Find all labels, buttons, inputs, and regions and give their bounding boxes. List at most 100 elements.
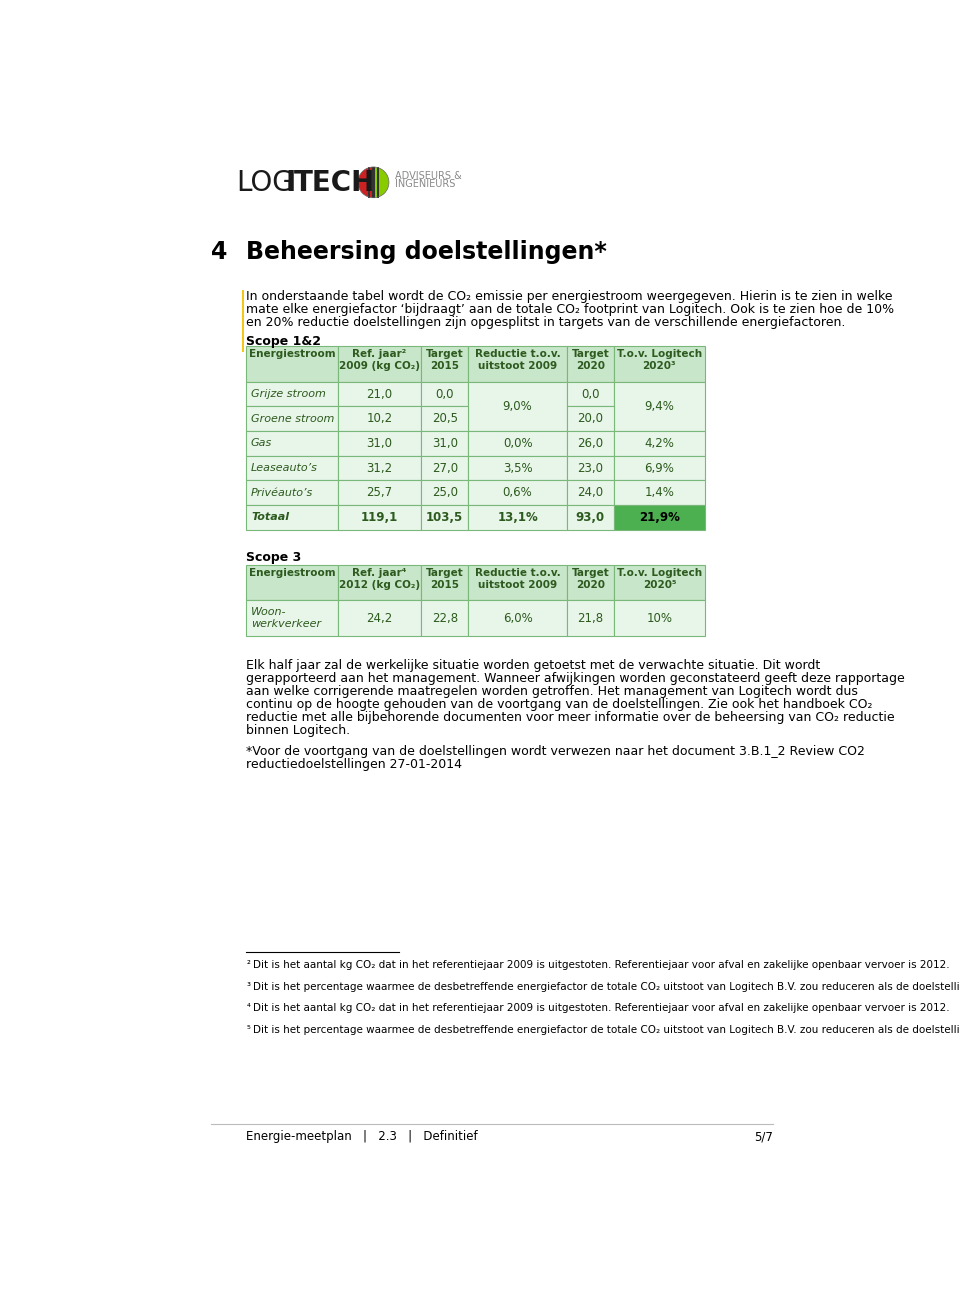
Text: 27,0: 27,0 xyxy=(432,461,458,474)
Bar xyxy=(247,480,338,505)
Bar xyxy=(567,346,613,382)
Text: continu op de hoogte gehouden van de voortgang van de doelstellingen. Zie ook he: continu op de hoogte gehouden van de voo… xyxy=(247,698,873,711)
Text: 6,9%: 6,9% xyxy=(644,461,674,474)
Bar xyxy=(421,431,468,456)
Text: T.o.v. Logitech
2020⁵: T.o.v. Logitech 2020⁵ xyxy=(617,569,702,589)
Text: Reductie t.o.v.
uitstoot 2009: Reductie t.o.v. uitstoot 2009 xyxy=(474,569,561,589)
Text: 24,2: 24,2 xyxy=(367,611,393,624)
Bar xyxy=(468,456,567,480)
Text: Privéauto’s: Privéauto’s xyxy=(251,488,313,497)
Text: 25,7: 25,7 xyxy=(367,486,393,499)
Text: INGENIEURS: INGENIEURS xyxy=(396,179,455,189)
Wedge shape xyxy=(373,167,389,198)
Text: reductie met alle bijbehorende documenten voor meer informatie over de beheersin: reductie met alle bijbehorende documente… xyxy=(247,711,895,724)
Bar xyxy=(613,382,706,431)
Text: Gas: Gas xyxy=(251,439,273,448)
Text: aan welke corrigerende maatregelen worden getroffen. Het management van Logitech: aan welke corrigerende maatregelen worde… xyxy=(247,685,858,698)
Bar xyxy=(567,407,613,431)
Bar xyxy=(338,382,421,407)
Text: binnen Logitech.: binnen Logitech. xyxy=(247,724,350,737)
Text: Beheersing doelstellingen*: Beheersing doelstellingen* xyxy=(246,240,607,264)
Bar xyxy=(247,346,338,382)
Bar xyxy=(247,601,338,636)
Bar xyxy=(338,505,421,530)
Bar xyxy=(567,456,613,480)
Text: Dit is het aantal kg CO₂ dat in het referentiejaar 2009 is uitgestoten. Referent: Dit is het aantal kg CO₂ dat in het refe… xyxy=(253,960,950,970)
Text: Energiestroom: Energiestroom xyxy=(249,350,335,360)
Text: LOG: LOG xyxy=(236,170,294,197)
Text: 4: 4 xyxy=(211,240,228,264)
Text: Leaseauto’s: Leaseauto’s xyxy=(251,464,318,473)
Text: Scope 1&2: Scope 1&2 xyxy=(247,335,322,348)
Bar xyxy=(567,601,613,636)
Text: 6,0%: 6,0% xyxy=(503,611,533,624)
Bar xyxy=(468,505,567,530)
Text: 9,4%: 9,4% xyxy=(644,400,674,413)
Bar xyxy=(421,407,468,431)
Bar xyxy=(421,346,468,382)
Bar xyxy=(421,565,468,601)
Bar xyxy=(421,601,468,636)
Text: Dit is het aantal kg CO₂ dat in het referentiejaar 2009 is uitgestoten. Referent: Dit is het aantal kg CO₂ dat in het refe… xyxy=(253,1004,950,1013)
Bar xyxy=(567,505,613,530)
Text: 0,6%: 0,6% xyxy=(503,486,533,499)
Bar xyxy=(338,480,421,505)
Text: In onderstaande tabel wordt de CO₂ emissie per energiestroom weergegeven. Hierin: In onderstaande tabel wordt de CO₂ emiss… xyxy=(247,290,893,303)
Text: 1,4%: 1,4% xyxy=(644,486,674,499)
Bar xyxy=(338,565,421,601)
Bar xyxy=(247,407,338,431)
Text: 21,0: 21,0 xyxy=(367,387,393,400)
Text: 93,0: 93,0 xyxy=(576,510,605,523)
Text: Ref. jaar²
2009 (kg CO₂): Ref. jaar² 2009 (kg CO₂) xyxy=(339,350,420,372)
Bar xyxy=(421,505,468,530)
Bar xyxy=(567,480,613,505)
Bar xyxy=(613,431,706,456)
Bar xyxy=(338,407,421,431)
Text: 10,2: 10,2 xyxy=(367,412,393,425)
Bar xyxy=(338,346,421,382)
Text: 31,0: 31,0 xyxy=(367,436,393,449)
Bar xyxy=(468,565,567,601)
Bar xyxy=(567,431,613,456)
Bar xyxy=(613,601,706,636)
Text: 26,0: 26,0 xyxy=(577,436,604,449)
Text: 119,1: 119,1 xyxy=(361,510,398,523)
Text: 31,0: 31,0 xyxy=(432,436,458,449)
Text: 0,0%: 0,0% xyxy=(503,436,533,449)
Bar xyxy=(421,480,468,505)
Bar xyxy=(613,505,706,530)
Text: 21,9%: 21,9% xyxy=(639,510,680,523)
Text: 3,5%: 3,5% xyxy=(503,461,533,474)
Text: 0,0: 0,0 xyxy=(581,387,600,400)
Text: Reductie t.o.v.
uitstoot 2009: Reductie t.o.v. uitstoot 2009 xyxy=(474,350,561,372)
Text: 0,0: 0,0 xyxy=(436,387,454,400)
Bar xyxy=(613,565,706,601)
Text: 23,0: 23,0 xyxy=(577,461,604,474)
Text: 24,0: 24,0 xyxy=(577,486,604,499)
Text: 4,2%: 4,2% xyxy=(644,436,674,449)
Text: 103,5: 103,5 xyxy=(426,510,464,523)
Bar xyxy=(338,456,421,480)
Text: 13,1%: 13,1% xyxy=(497,510,538,523)
Bar xyxy=(468,346,567,382)
Text: 20,5: 20,5 xyxy=(432,412,458,425)
Wedge shape xyxy=(358,167,373,198)
Bar xyxy=(247,382,338,407)
Text: I: I xyxy=(285,170,296,197)
Text: Elk half jaar zal de werkelijke situatie worden getoetst met de verwachte situat: Elk half jaar zal de werkelijke situatie… xyxy=(247,659,821,672)
Text: gerapporteerd aan het management. Wanneer afwijkingen worden geconstateerd geeft: gerapporteerd aan het management. Wannee… xyxy=(247,672,905,685)
Text: Grijze stroom: Grijze stroom xyxy=(251,388,325,399)
Text: ³: ³ xyxy=(247,982,251,992)
Text: Dit is het percentage waarmee de desbetreffende energiefactor de totale CO₂ uits: Dit is het percentage waarmee de desbetr… xyxy=(253,982,960,992)
Text: Target
2015: Target 2015 xyxy=(426,350,464,372)
Bar xyxy=(567,565,613,601)
Text: 31,2: 31,2 xyxy=(367,461,393,474)
Text: Target
2020: Target 2020 xyxy=(571,569,610,589)
Bar xyxy=(468,431,567,456)
Bar xyxy=(468,601,567,636)
Text: 22,8: 22,8 xyxy=(432,611,458,624)
Text: mate elke energiefactor ‘bijdraagt’ aan de totale CO₂ footprint van Logitech. Oo: mate elke energiefactor ‘bijdraagt’ aan … xyxy=(247,303,895,316)
Bar xyxy=(567,382,613,407)
Bar xyxy=(247,431,338,456)
Text: 21,8: 21,8 xyxy=(577,611,604,624)
